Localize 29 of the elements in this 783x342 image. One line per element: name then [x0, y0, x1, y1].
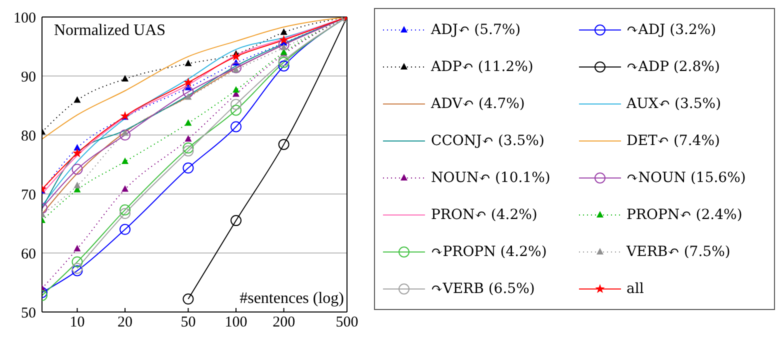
x-axis-title: #sentences (log)	[240, 290, 344, 308]
y-tick-label: 60	[21, 246, 36, 262]
x-tick-label: 200	[272, 314, 296, 331]
x-tick-label: 20	[118, 314, 133, 331]
x-tick-label: 500	[336, 314, 358, 331]
legend-label: ↷NOUN (15.6%)	[626, 170, 746, 186]
x-tick-label: 10	[70, 314, 85, 331]
legend-label: ↷ADP (2.8%)	[626, 58, 720, 74]
chart-title: Normalized UAS	[54, 22, 166, 40]
legend-label: CCONJ↶ (3.5%)	[431, 132, 544, 148]
y-tick-label: 80	[21, 128, 36, 144]
legend-label: ADV↶ (4.7%)	[431, 96, 525, 112]
y-tick-label: 70	[21, 187, 36, 204]
x-tick-label: 100	[224, 314, 248, 331]
legend-label: ↷PROPN (4.2%)	[431, 244, 547, 260]
y-tick-label: 100	[14, 10, 36, 26]
legend-label: all	[626, 280, 644, 296]
legend-label: AUX↶ (3.5%)	[626, 96, 722, 112]
legend-label: VERB↶ (7.5%)	[626, 244, 730, 260]
legend-label: PROPN↶ (2.4%)	[626, 206, 742, 222]
legend-label: ↷ADJ (3.2%)	[626, 22, 716, 38]
y-tick-label: 90	[21, 69, 36, 86]
legend-label: PRON↶ (4.2%)	[431, 206, 538, 222]
legend-label: ↷VERB (6.5%)	[431, 280, 535, 296]
x-tick-label: 50	[180, 314, 196, 331]
legend-label: DET↶ (7.4%)	[626, 132, 720, 148]
legend-label: ADJ↶ (5.7%)	[431, 22, 521, 38]
legend-label: NOUN↶ (10.1%)	[431, 170, 550, 186]
legend-label: ADP↶ (11.2%)	[431, 58, 534, 74]
